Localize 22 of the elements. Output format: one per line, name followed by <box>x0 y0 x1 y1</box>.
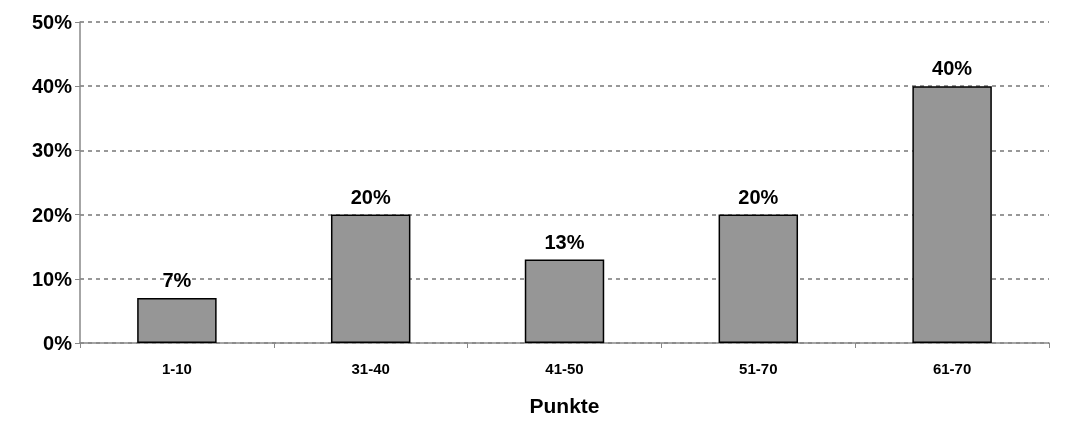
x-tick-label: 31-40 <box>351 360 390 377</box>
y-tick-label: 30% <box>31 139 73 162</box>
y-tick-label: 50% <box>31 11 73 33</box>
bar <box>912 86 992 343</box>
y-tick-label: 40% <box>31 75 73 98</box>
bar <box>718 214 799 343</box>
bar <box>330 214 411 343</box>
y-tick-label: 10% <box>31 267 73 290</box>
data-label: 40% <box>932 57 973 80</box>
data-label: 20% <box>738 185 779 208</box>
y-tick-label: 0% <box>43 332 73 354</box>
data-label: 13% <box>544 230 585 253</box>
data-label: 20% <box>350 185 391 208</box>
x-tick-label: 51-70 <box>739 360 778 377</box>
bar <box>137 298 217 343</box>
bar <box>524 259 605 343</box>
data-label: 7% <box>162 269 192 292</box>
y-tick-label: 20% <box>31 203 73 226</box>
x-tick-label: 41-50 <box>545 360 584 377</box>
x-axis-title: Punkte <box>529 394 600 417</box>
x-tick-label: 61-70 <box>932 360 972 377</box>
x-tick-label: 1-10 <box>161 360 192 377</box>
